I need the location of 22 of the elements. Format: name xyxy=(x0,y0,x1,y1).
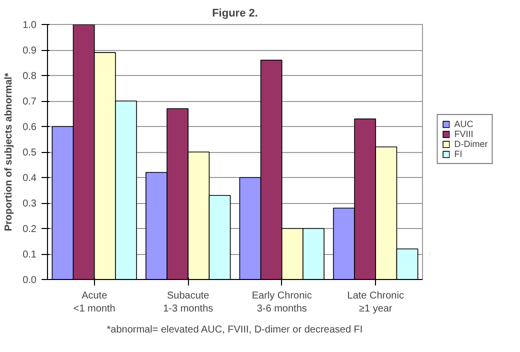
y-tick-label: 0.2 xyxy=(22,224,37,235)
x-tick-label: Early Chronic 3-6 months xyxy=(252,290,312,315)
y-axis-title: Proportion of subjects abnormal* xyxy=(4,72,15,232)
y-tick-label: 0.3 xyxy=(22,198,37,210)
text: 0.0 xyxy=(22,275,37,286)
legend-label: FVIII xyxy=(454,129,474,139)
text: 1.0 xyxy=(22,20,37,31)
text: *abnormal= elevated AUC, FVIII, D-dimer or decreased FI xyxy=(106,324,363,336)
y-tick-label: 0.6 xyxy=(22,122,37,133)
y-tick-label: 0.1 xyxy=(22,250,37,260)
legend-label: AUC xyxy=(454,119,474,129)
y-tick-label: 0.5 xyxy=(22,148,37,158)
y-tick-label: 0.8 xyxy=(22,71,37,82)
x-tick-label: Late Chronic ≥1 year xyxy=(347,290,404,315)
legend-label: D-Dimer xyxy=(454,139,488,149)
legend-label: FI xyxy=(454,149,464,159)
y-tick-label: 0.9 xyxy=(22,46,37,56)
chart-title: Figure 2. xyxy=(212,8,258,20)
x-tick-label: Acute <1 month xyxy=(73,290,116,315)
y-tick-label: 0.4 xyxy=(22,173,37,184)
y-tick-label: 0.7 xyxy=(22,96,37,108)
x-tick-label: Subacute 1-3 months xyxy=(163,290,214,315)
